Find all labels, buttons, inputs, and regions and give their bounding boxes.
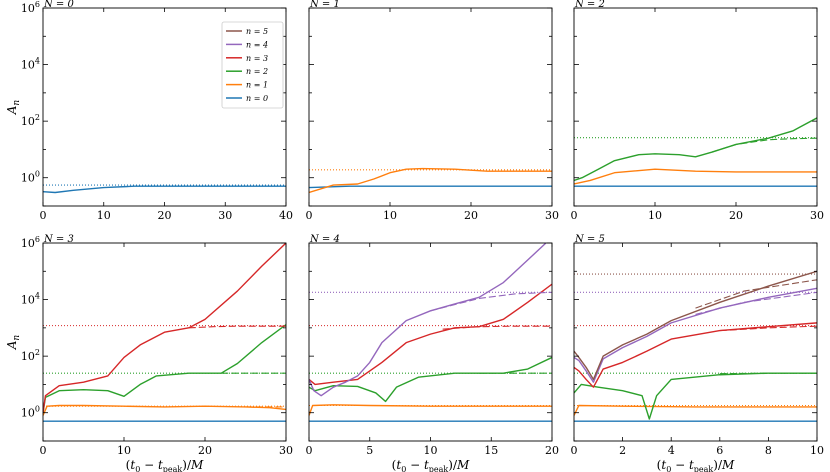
series-n0-solid [309, 185, 552, 189]
legend-label: n = 4 [246, 40, 268, 49]
x-tick-label: 30 [218, 209, 232, 222]
legend: n = 5 n = 4 n = 3 n = 2 n = 1 n = 0 [221, 21, 284, 109]
x-tick-label: 10 [383, 209, 397, 222]
series-n2-solid [309, 356, 552, 403]
panel-4: 0 5 10 15 20 N = 4 (t0 − tpeak)/M [306, 234, 560, 472]
x-tick-label: 20 [545, 444, 559, 457]
series-n4-dashed [695, 291, 817, 315]
x-tick-label: 20 [158, 209, 172, 222]
legend-label: n = 5 [246, 27, 268, 36]
series-group [309, 243, 552, 422]
y-tick-label: 102 [21, 113, 40, 128]
legend-label: n = 3 [246, 54, 268, 63]
series-n2-solid [43, 324, 286, 413]
x-tick-label: 30 [810, 209, 824, 222]
panel-title: N = 4 [309, 234, 340, 245]
y-tick-label: 106 [21, 0, 40, 15]
x-tick-label: 0 [571, 209, 578, 222]
x-axis-label: (t0 − tpeak)/M [392, 458, 470, 472]
series-n1-solid [574, 168, 817, 185]
x-tick-label: 30 [279, 444, 293, 457]
legend-label: n = 2 [246, 67, 268, 76]
x-axis-label: (t0 − tpeak)/M [657, 458, 735, 472]
series-n1-solid [574, 404, 817, 416]
plot-frame [42, 242, 287, 442]
series-n2-dashed [711, 137, 817, 153]
series-n3-dashed [442, 325, 552, 330]
y-axis-label: An [5, 100, 22, 116]
panel-title: N = 2 [574, 0, 605, 10]
series-n2-solid [574, 117, 817, 182]
series-group [43, 243, 286, 422]
x-tick-label: 10 [810, 444, 824, 457]
panel-2: 0 10 20 30 N = 2 [571, 0, 825, 222]
series-n1-solid [309, 404, 552, 416]
x-tick-label: 10 [97, 209, 111, 222]
series-group [43, 184, 286, 194]
panel-title: N = 3 [43, 234, 74, 245]
x-tick-label: 20 [729, 209, 743, 222]
series-n2-solid [574, 372, 817, 420]
series-n3-solid [309, 283, 552, 386]
x-tick-label: 2 [619, 444, 626, 457]
x-tick-label: 0 [571, 444, 578, 457]
series-group [574, 117, 817, 187]
x-tick-label: 20 [464, 209, 478, 222]
x-tick-label: 15 [484, 444, 498, 457]
x-tick-label: 5 [366, 444, 373, 457]
panel-3: 0 10 20 30 100 102 104 106 An N = 3 (t0 − tpeak)/M [5, 234, 293, 472]
x-tick-label: 0 [306, 209, 313, 222]
plot-frame [573, 7, 818, 207]
y-tick-label: 100 [21, 405, 40, 420]
y-tick-label: 104 [21, 57, 40, 72]
x-tick-label: 20 [198, 444, 212, 457]
x-tick-label: 40 [279, 209, 293, 222]
y-tick-label: 100 [21, 170, 40, 185]
plot-frame [308, 7, 553, 207]
panel-5: 0 2 4 6 8 10 N = 5 (t0 − tpeak)/M [571, 234, 825, 472]
series-group [309, 167, 552, 194]
series-group [574, 270, 817, 422]
x-tick-label: 10 [648, 209, 662, 222]
series-n4-solid [309, 243, 547, 397]
panel-1: 0 10 20 30 N = 1 [306, 0, 560, 222]
x-tick-label: 0 [306, 444, 313, 457]
x-axis-label: (t0 − tpeak)/M [126, 458, 204, 472]
y-tick-label: 104 [21, 292, 40, 307]
x-tick-label: 10 [424, 444, 438, 457]
y-axis-label: An [5, 335, 22, 351]
y-tick-label: 106 [21, 235, 40, 250]
x-tick-label: 0 [40, 444, 47, 457]
panel-title: N = 1 [309, 0, 340, 10]
x-tick-label: 0 [40, 209, 47, 222]
series-n1-solid [309, 167, 552, 194]
x-tick-label: 30 [545, 209, 559, 222]
series-n4-dashed [430, 291, 552, 312]
legend-label: n = 0 [246, 94, 268, 103]
x-tick-label: 8 [765, 444, 772, 457]
series-n3-dashed [188, 325, 286, 329]
series-n3-solid [43, 243, 286, 413]
plot-frame [308, 242, 553, 442]
series-n5-dashed [695, 279, 817, 309]
legend-label: n = 1 [246, 81, 268, 90]
panel-title: N = 0 [43, 0, 74, 10]
x-tick-label: 10 [117, 444, 131, 457]
x-tick-label: 4 [668, 444, 675, 457]
legend-box [221, 21, 284, 109]
series-n0-solid [43, 185, 286, 194]
x-tick-label: 6 [716, 444, 723, 457]
series-n5-solid [574, 270, 817, 381]
y-tick-label: 102 [21, 348, 40, 363]
plot-frame [573, 242, 818, 442]
panel-title: N = 5 [574, 234, 605, 245]
series-n3-dashed [719, 325, 817, 332]
